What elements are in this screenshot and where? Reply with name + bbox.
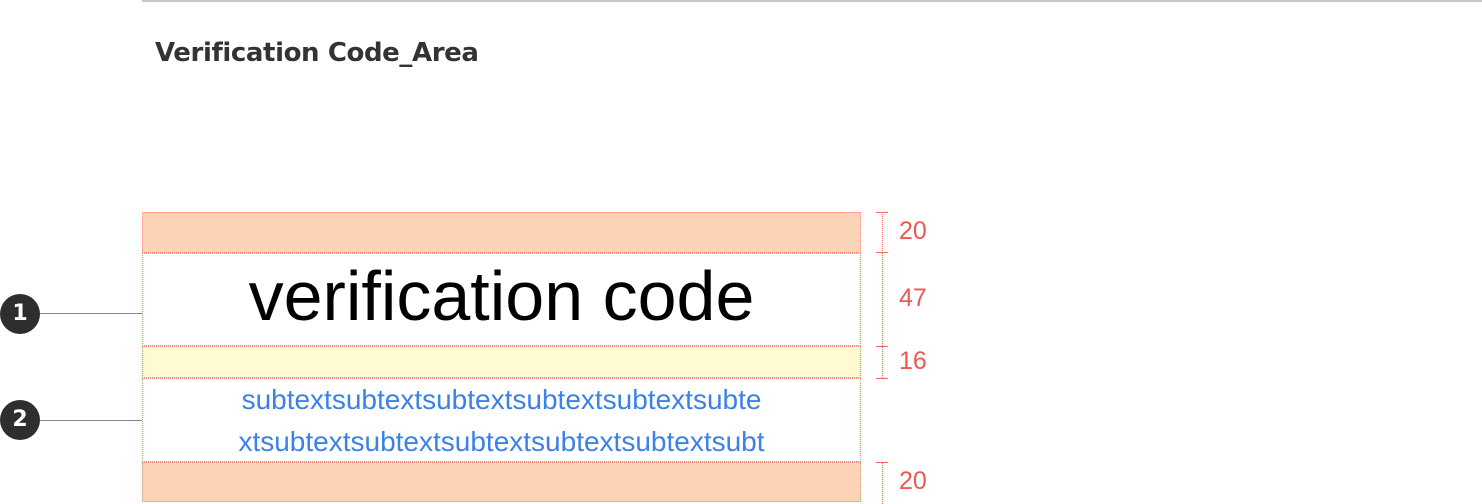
page-title: Verification Code_Area <box>155 38 479 68</box>
verification-code-heading: verification code <box>248 256 755 335</box>
dimension-tick <box>876 212 888 213</box>
gap-zone <box>142 346 861 378</box>
callout-leader-2 <box>40 420 142 421</box>
dimension-line-heading <box>882 253 883 346</box>
dimension-label-gap: 16 <box>899 347 927 375</box>
callout-badge-2: 2 <box>0 400 40 440</box>
bottom-padding-zone <box>142 462 861 502</box>
top-padding-zone <box>142 212 861 253</box>
callout-badge-1: 1 <box>0 294 40 334</box>
top-divider <box>142 0 1482 2</box>
dimension-tick <box>876 252 888 253</box>
verification-code-area: verification code <box>142 253 861 346</box>
subtext-line-2: xtsubtextsubtextsubtextsubtextsubtextsub… <box>238 426 765 457</box>
dimension-line-gap <box>882 346 883 378</box>
dimension-label-top-padding: 20 <box>899 217 927 245</box>
dimension-line-top-padding <box>882 212 883 253</box>
callout-leader-1 <box>40 313 142 314</box>
subtext-line-1: subtextsubtextsubtextsubtextsubtextsubte <box>241 384 762 415</box>
dimension-line-bottom-padding <box>882 462 883 504</box>
dimension-tick <box>876 462 888 463</box>
subtext-area: subtextsubtextsubtextsubtextsubtextsubte… <box>142 378 861 462</box>
subtext-block: subtextsubtextsubtextsubtextsubtextsubte… <box>143 379 860 463</box>
dimension-tick <box>876 378 888 379</box>
dimension-label-heading: 47 <box>899 284 927 312</box>
dimension-label-bottom-padding: 20 <box>899 467 927 495</box>
